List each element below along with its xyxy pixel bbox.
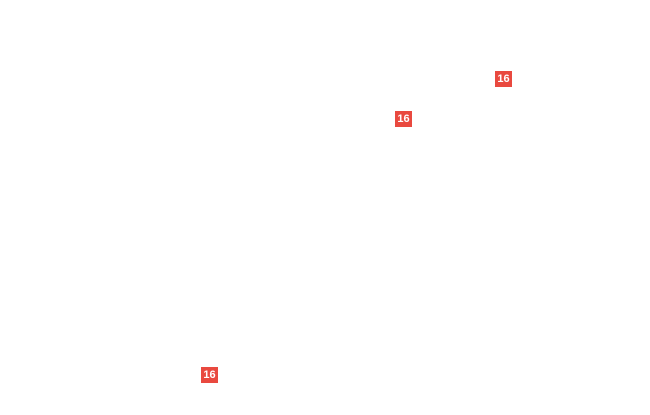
part-callout-badge[interactable]: 16	[395, 111, 412, 127]
part-callout-badge[interactable]: 16	[201, 367, 218, 383]
part-callout-badge[interactable]: 16	[495, 71, 512, 87]
